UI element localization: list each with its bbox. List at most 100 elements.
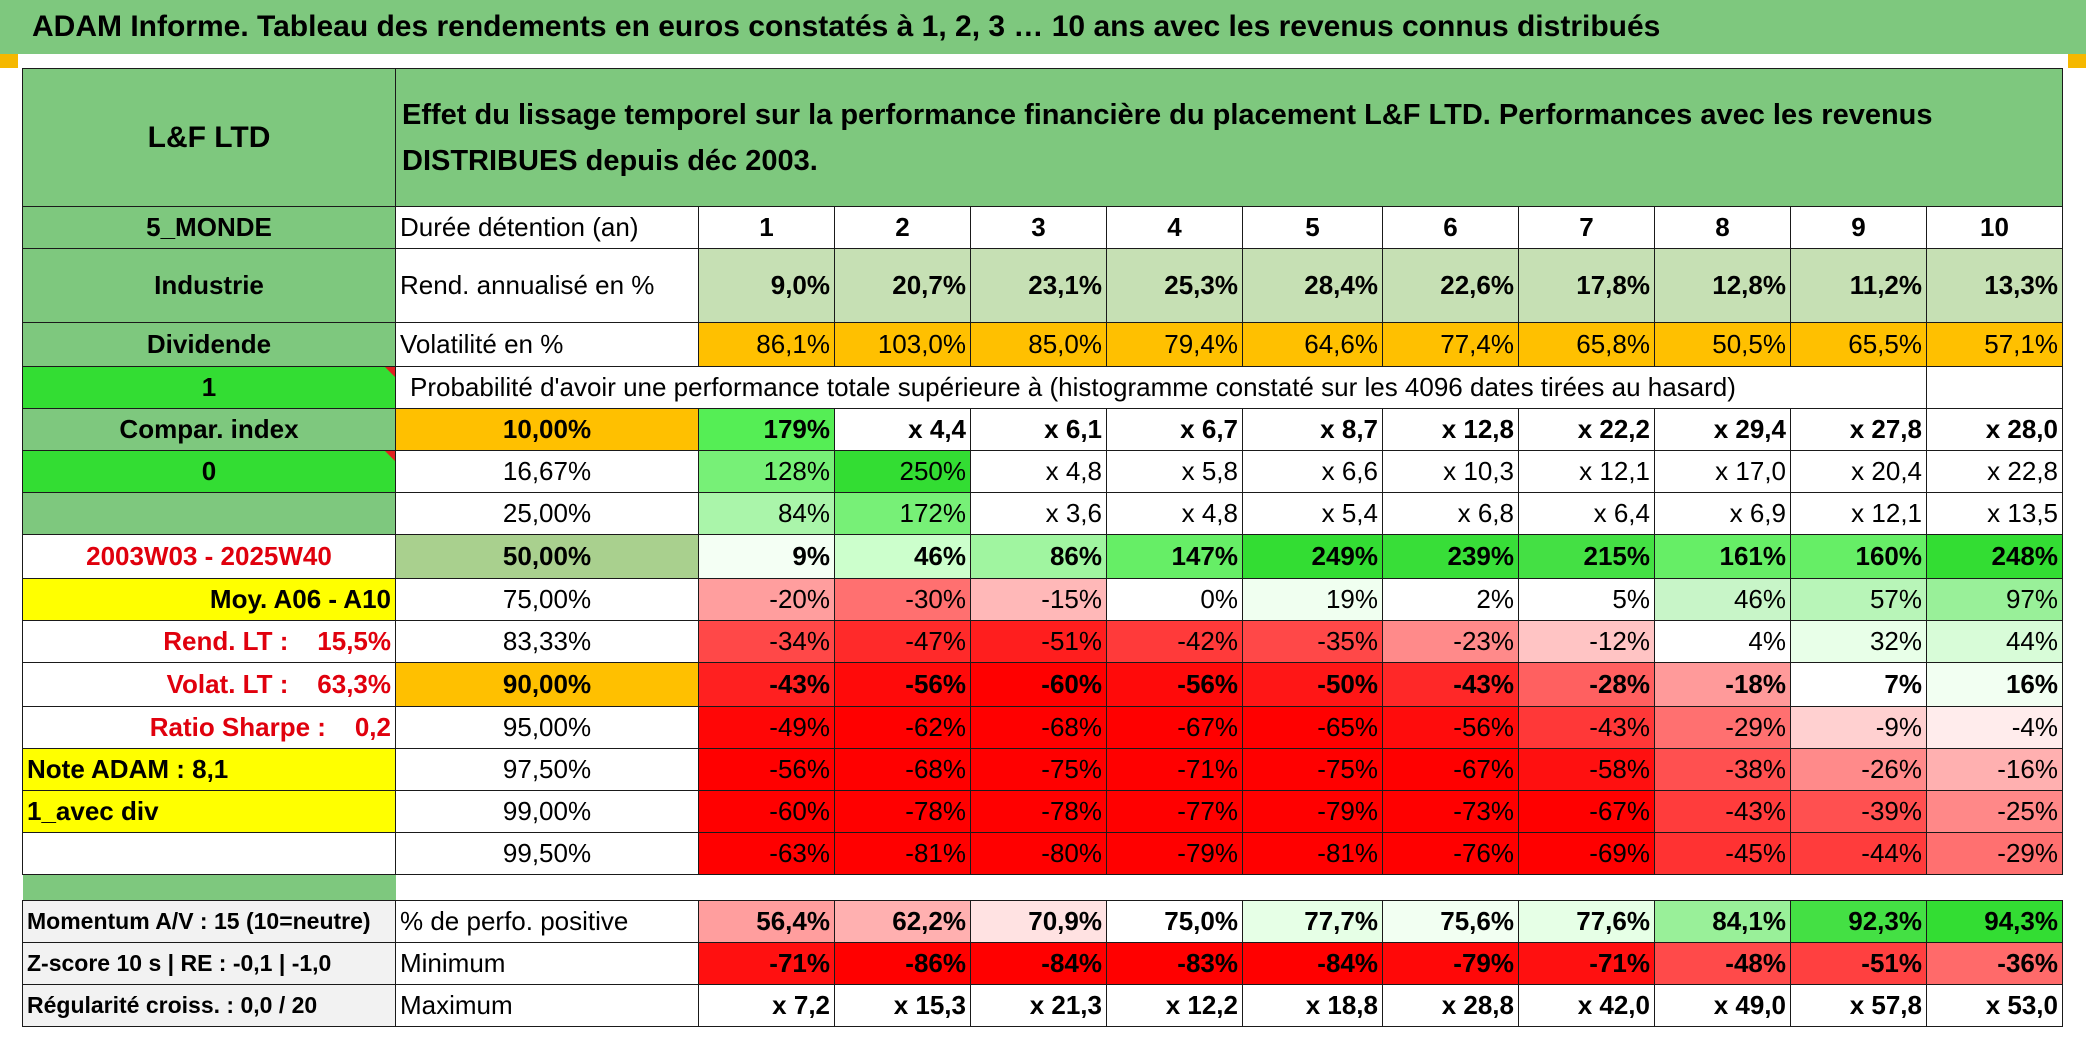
quantile-cell: x 5,8 <box>1106 450 1243 493</box>
quantile-cell: x 6,1 <box>970 408 1107 451</box>
zscore-label: Z-score 10 s | RE : -0,1 | -1,0 <box>22 942 396 985</box>
separator-cell <box>699 875 835 901</box>
quantile-cell: 84% <box>698 492 835 535</box>
quantile-cell: x 8,7 <box>1242 408 1383 451</box>
positive-rate-cell: 56,4% <box>698 900 835 943</box>
quantile-cell: x 4,4 <box>834 408 971 451</box>
quantile-cell: -67% <box>1382 748 1519 791</box>
quantile-cell: x 6,7 <box>1106 408 1243 451</box>
quantile-cell: -25% <box>1926 790 2063 833</box>
quantile-cell: -60% <box>970 662 1107 707</box>
adam-score-label: Note ADAM : 8,1 <box>22 748 396 791</box>
quantile-cell: 32% <box>1790 620 1927 663</box>
minimum-cell: -36% <box>1926 942 2063 985</box>
fund-name: L&F LTD <box>22 68 396 207</box>
quantile-cell: x 4,8 <box>1106 492 1243 535</box>
quantile-cell: x 12,8 <box>1382 408 1519 451</box>
maximum-cell: x 12,2 <box>1106 984 1243 1027</box>
quantile-cell: x 6,4 <box>1518 492 1655 535</box>
quantile-cell: x 13,5 <box>1926 492 2063 535</box>
year-header-6: 6 <box>1382 206 1519 249</box>
quantile-cell: 16% <box>1926 662 2063 707</box>
corner-marker <box>2068 54 2086 68</box>
minimum-cell: -84% <box>970 942 1107 985</box>
corner-marker <box>0 54 18 68</box>
quantile-cell: -80% <box>970 832 1107 875</box>
table-description: Effet du lissage temporel sur la perform… <box>395 68 2063 207</box>
minimum-cell: -79% <box>1382 942 1519 985</box>
quantile-row: Note ADAM : 8,1 97,50% -56% -68% -75% -71% -75… <box>22 748 2063 791</box>
period-label: 2003W03 - 2025W40 <box>22 534 396 579</box>
quantile-cell: -43% <box>1518 706 1655 749</box>
volatility-cell: 103,0% <box>834 322 971 367</box>
annual-return-cell: 20,7% <box>834 248 971 323</box>
quantile-cell: 44% <box>1926 620 2063 663</box>
quantile-cell: -79% <box>1242 790 1383 833</box>
maximum-row-label: Maximum <box>395 984 699 1027</box>
quantile-label: 99,50% <box>395 832 699 875</box>
probability-row-label: Probabilité d'avoir une performance tota… <box>395 366 1927 409</box>
quantile-cell: -67% <box>1518 790 1655 833</box>
return-row-label: Rend. annualisé en % <box>395 248 699 323</box>
quantile-cell: -35% <box>1242 620 1383 663</box>
quantile-row: 99,50% -63% -81% -80% -79% -81% -76% -69% -45% -4… <box>22 832 2063 875</box>
quantile-cell: -28% <box>1518 662 1655 707</box>
quantile-cell: -76% <box>1382 832 1519 875</box>
quantile-cell: x 28,0 <box>1926 408 2063 451</box>
quantile-cell: x 22,2 <box>1518 408 1655 451</box>
minimum-cell: -71% <box>1518 942 1655 985</box>
annual-return-cell: 17,8% <box>1518 248 1655 323</box>
year-header-9: 9 <box>1790 206 1927 249</box>
quantile-cell: 239% <box>1382 534 1519 579</box>
quantile-cell: -29% <box>1926 832 2063 875</box>
average-label: Moy. A06 - A10 <box>22 578 396 621</box>
quantile-cell: -63% <box>698 832 835 875</box>
quantile-cell: 4% <box>1654 620 1791 663</box>
quantile-cell: x 6,8 <box>1382 492 1519 535</box>
quantile-cell: -45% <box>1654 832 1791 875</box>
quantile-cell: -56% <box>834 662 971 707</box>
quantile-row: Compar. index 10,00% 179% x 4,4 x 6,1 x 6,7 x … <box>22 408 2063 451</box>
positive-rate-cell: 75,0% <box>1106 900 1243 943</box>
quantile-cell: 179% <box>698 408 835 451</box>
year-header-1: 1 <box>698 206 835 249</box>
maximum-cell: x 42,0 <box>1518 984 1655 1027</box>
quantile-cell: -51% <box>970 620 1107 663</box>
separator-band <box>22 874 396 901</box>
dividend-label: Dividende <box>22 322 396 367</box>
positive-rate-cell: 75,6% <box>1382 900 1519 943</box>
quantile-row: Ratio Sharpe : 0,2 95,00% -49% -62% -68% -67%… <box>22 706 2063 749</box>
maximum-cell: x 21,3 <box>970 984 1107 1027</box>
positive-rate-cell: 84,1% <box>1654 900 1791 943</box>
quantile-cell: 97% <box>1926 578 2063 621</box>
quantile-cell: x 12,1 <box>1518 450 1655 493</box>
empty-label <box>22 492 396 535</box>
quantile-label: 99,00% <box>395 790 699 833</box>
report-title: ADAM Informe. Tableau des rendements en … <box>0 0 2086 54</box>
separator-cell <box>971 875 1107 901</box>
positive-rate-row-label: % de perfo. positive <box>395 900 699 943</box>
quantile-cell: -43% <box>698 662 835 707</box>
sharpe-ratio-label: Ratio Sharpe : 0,2 <box>22 706 396 749</box>
quantile-cell: -78% <box>834 790 971 833</box>
separator-cell <box>1107 875 1243 901</box>
quantile-cell: 248% <box>1926 534 2063 579</box>
quantile-cell: -65% <box>1242 706 1383 749</box>
quantile-cell: -68% <box>970 706 1107 749</box>
quantile-cell: x 29,4 <box>1654 408 1791 451</box>
quantile-cell: 147% <box>1106 534 1243 579</box>
separator-cell <box>1519 875 1655 901</box>
year-header-2: 2 <box>834 206 971 249</box>
quantile-row: 25,00% 84% 172% x 3,6 x 4,8 x 5,4 x 6,8 x 6,4 x … <box>22 492 2063 535</box>
quantile-cell: -15% <box>970 578 1107 621</box>
positive-rate-cell: 77,7% <box>1242 900 1383 943</box>
long-term-volatility-label: Volat. LT : 63,3% <box>22 662 396 707</box>
quantile-cell: 250% <box>834 450 971 493</box>
volatility-cell: 86,1% <box>698 322 835 367</box>
quantile-cell: -18% <box>1654 662 1791 707</box>
quantile-cell: -78% <box>970 790 1107 833</box>
quantile-cell: -77% <box>1106 790 1243 833</box>
quantile-cell: -71% <box>1106 748 1243 791</box>
minimum-cell: -71% <box>698 942 835 985</box>
quantile-cell: x 22,8 <box>1926 450 2063 493</box>
